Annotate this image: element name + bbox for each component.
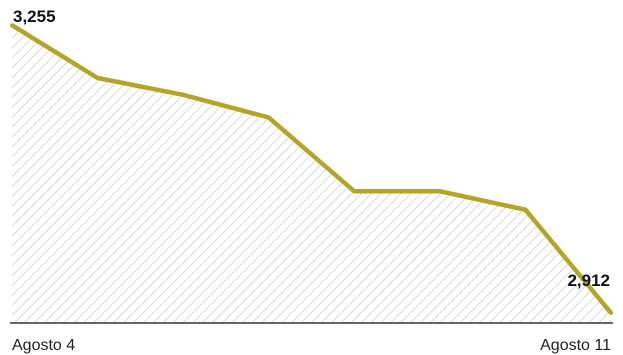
data-label-start: 3,255 xyxy=(13,7,56,26)
data-point-5 xyxy=(352,189,357,194)
data-point-3 xyxy=(181,92,186,97)
x-tick-label-first: Agosto 4 xyxy=(12,337,75,354)
data-point-1 xyxy=(10,23,14,28)
data-point-8 xyxy=(609,310,613,315)
area-fill xyxy=(12,25,611,323)
data-point-6 xyxy=(437,189,442,194)
plot-area xyxy=(10,23,613,323)
data-point-4 xyxy=(266,115,271,120)
data-point-2 xyxy=(95,76,100,80)
x-tick-label-last: Agosto 11 xyxy=(540,337,611,354)
data-point-7 xyxy=(523,207,528,212)
series-line xyxy=(10,23,613,315)
data-label-end: 2,912 xyxy=(567,271,610,290)
